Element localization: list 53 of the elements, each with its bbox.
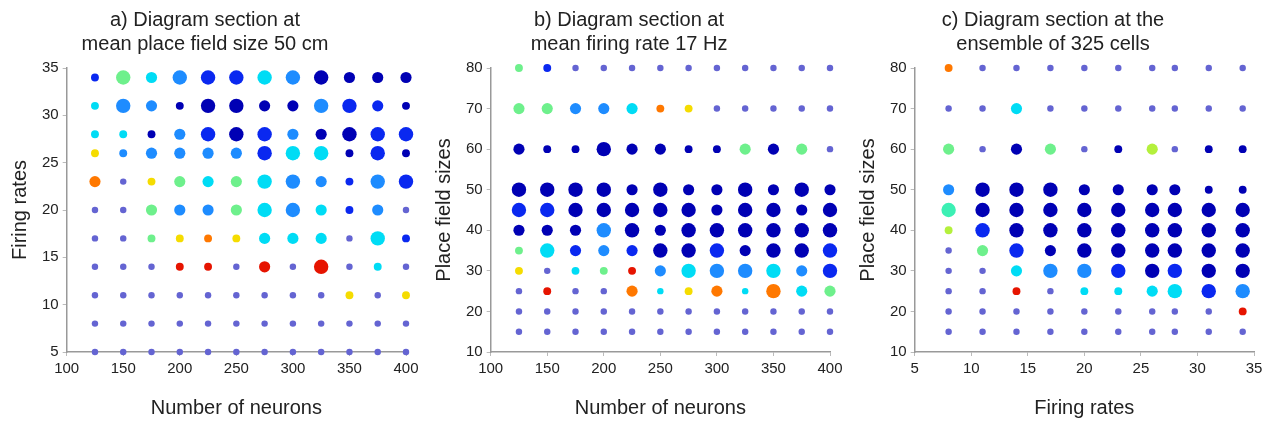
y-tick-label: 20 xyxy=(466,301,483,319)
y-tick-label: 30 xyxy=(890,261,907,278)
chart-title: b) Diagram section at mean firing rate 17 Hz xyxy=(530,7,728,54)
y-tick-label: 70 xyxy=(466,98,483,116)
x-tick-label: 150 xyxy=(110,359,136,377)
y-tick-label: 60 xyxy=(466,139,483,157)
y-tick-label: 60 xyxy=(890,139,907,157)
y-tick-label: 35 xyxy=(42,58,59,76)
x-tick-label: 150 xyxy=(534,359,560,377)
y-tick-label: 20 xyxy=(42,200,59,218)
x-tick-label: 30 xyxy=(1189,359,1206,377)
y-tick-label: 30 xyxy=(466,261,483,278)
y-tick-label: 10 xyxy=(42,294,59,312)
y-tick-label: 50 xyxy=(466,179,483,197)
x-tick-label: 15 xyxy=(1019,359,1037,377)
x-tick-label: 25 xyxy=(1132,359,1150,377)
y-tick-label: 40 xyxy=(890,220,907,238)
x-tick-label: 300 xyxy=(704,359,730,377)
y-axis-title: Firing rates xyxy=(7,159,30,261)
y-axis-title: Place field sizes xyxy=(855,138,878,282)
chart-title: c) Diagram section at the ensemble of 325 cells xyxy=(941,7,1165,54)
x-tick-label: 100 xyxy=(54,359,80,377)
y-tick-label: 10 xyxy=(890,342,907,360)
y-tick-label: 25 xyxy=(42,152,59,170)
y-tick-label: 80 xyxy=(466,58,483,76)
y-tick-label: 30 xyxy=(42,105,59,123)
x-tick-label: 400 xyxy=(393,359,419,377)
chart-title: a) Diagram section at mean place field size 50 cm xyxy=(81,7,329,54)
x-tick-label: 350 xyxy=(336,359,362,377)
x-tick-label: 400 xyxy=(817,359,843,377)
y-tick-label: 70 xyxy=(890,98,907,116)
x-axis-title: Number of neurons xyxy=(574,395,746,418)
y-tick-label: 40 xyxy=(466,220,483,238)
x-tick-label: 20 xyxy=(1076,359,1093,377)
y-tick-label: 50 xyxy=(890,179,907,197)
y-tick-label: 20 xyxy=(890,301,907,319)
x-tick-label: 200 xyxy=(591,359,617,377)
x-tick-label: 250 xyxy=(223,359,249,377)
x-tick-label: 10 xyxy=(962,359,980,377)
x-tick-label: 250 xyxy=(647,359,673,377)
x-axis-title: Number of neurons xyxy=(150,395,322,418)
y-tick-label: 10 xyxy=(466,342,483,360)
y-axis-title: Place field sizes xyxy=(431,138,454,282)
x-tick-label: 100 xyxy=(478,359,504,377)
y-tick-label: 5 xyxy=(50,342,59,360)
y-tick-label: 15 xyxy=(42,247,59,265)
x-tick-label: 35 xyxy=(1245,359,1263,377)
x-axis-title: Firing rates xyxy=(1034,395,1135,418)
x-tick-label: 300 xyxy=(280,359,306,377)
x-tick-label: 350 xyxy=(760,359,786,377)
y-tick-label: 80 xyxy=(890,58,907,76)
x-tick-label: 200 xyxy=(167,359,193,377)
x-tick-label: 5 xyxy=(910,359,919,377)
